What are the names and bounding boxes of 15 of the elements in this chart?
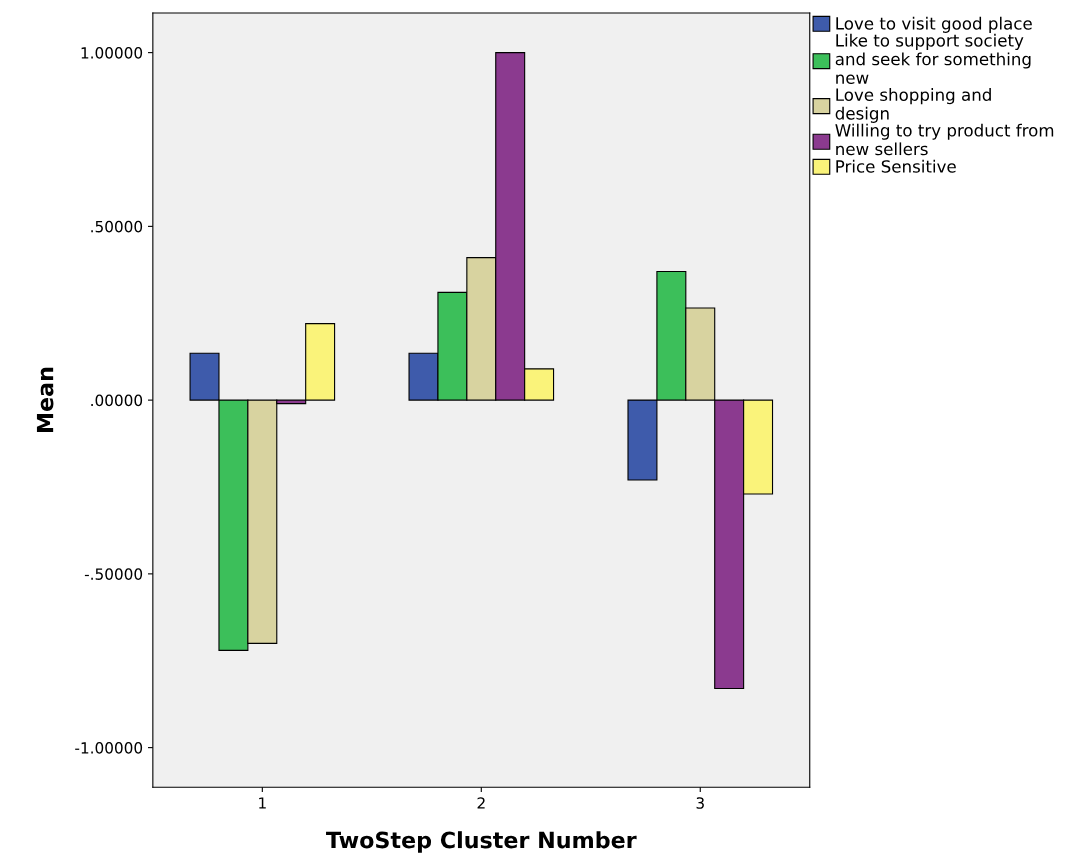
legend-label: Love to visit good place xyxy=(836,16,1032,33)
legend-label: Like to support society and seek for something new xyxy=(835,33,1031,85)
y-tick-label: .50000 xyxy=(91,220,143,233)
y-axis-title: Mean xyxy=(36,367,54,433)
legend-label: Price Sensitive xyxy=(836,159,956,173)
x-axis-title: TwoStep Cluster Number xyxy=(326,831,637,853)
legend-label: Love shopping and design xyxy=(835,88,991,123)
legend-label: Willing to try product from new sellers xyxy=(835,123,1054,156)
y-tick-label: .00000 xyxy=(91,394,143,407)
x-tick-label: 2 xyxy=(477,797,485,809)
y-tick-label: 1.00000 xyxy=(81,47,143,59)
x-tick-label: 1 xyxy=(259,797,266,809)
y-tick-label: -.50000 xyxy=(84,568,143,580)
y-tick-label: -1.00000 xyxy=(75,742,143,754)
x-tick-label: 3 xyxy=(696,797,704,809)
